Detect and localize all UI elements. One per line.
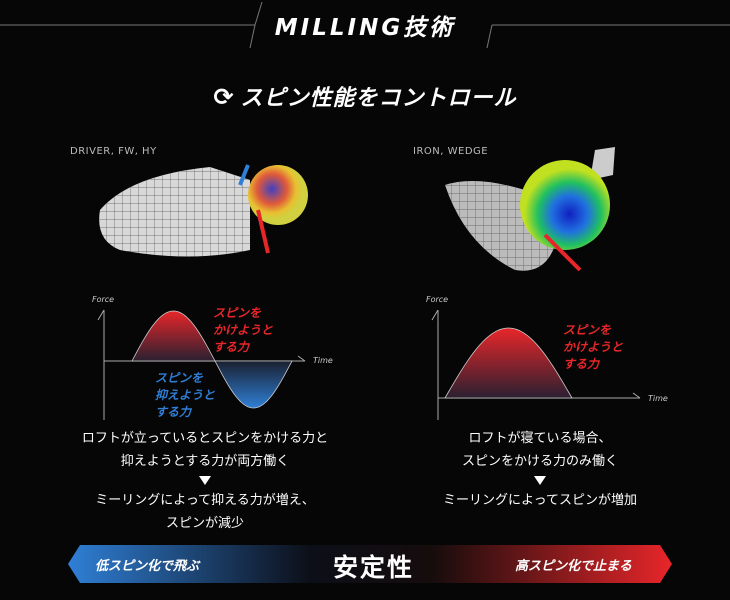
left-description: ロフトが立っているとスピンをかける力と 抑えようとする力が両方働く ミーリングによ… [81,431,329,531]
driver-label: DRIVER, FW, HY [70,146,157,157]
negative-force-curve [214,360,293,409]
subtitle-text: スピン性能をコントロール [240,86,517,111]
iron-label: IRON, WEDGE [413,146,489,157]
low-spin-label: 低スピン化で飛ぶ [95,559,200,574]
stability-label: 安定性 [333,553,415,582]
down-triangle-icon [199,476,211,485]
rotate-arrows-icon: ⟳ [213,83,235,111]
driver-head-illustration [99,164,308,257]
x-axis-label: Time [313,356,333,365]
header-decoration [0,1,730,49]
x-axis-label: Time [648,394,668,403]
high-spin-label: 高スピン化で止まる [515,559,633,574]
right-force-chart [431,309,641,420]
page-title: MILLING技術 [274,15,456,41]
spin-suppress-label: スピンを 抑えようと する力 [155,371,216,419]
right-description: ロフトが寝ている場合、 スピンをかける力のみ働く ミーリングによってスピンが増加 [443,431,637,508]
y-axis-label: Force [426,295,449,304]
positive-force-curve [444,327,573,399]
stability-bar [68,545,672,583]
spin-apply-label: スピンを かけようと する力 [563,323,624,371]
left-force-chart [97,309,306,420]
positive-force-curve [131,310,216,362]
iron-head-illustration [445,147,615,272]
y-axis-label: Force [92,295,115,304]
down-triangle-icon [534,476,546,485]
spin-apply-label: スピンを かけようと する力 [213,306,274,354]
page-subtitle: ⟳ スピン性能をコントロール [0,80,730,112]
